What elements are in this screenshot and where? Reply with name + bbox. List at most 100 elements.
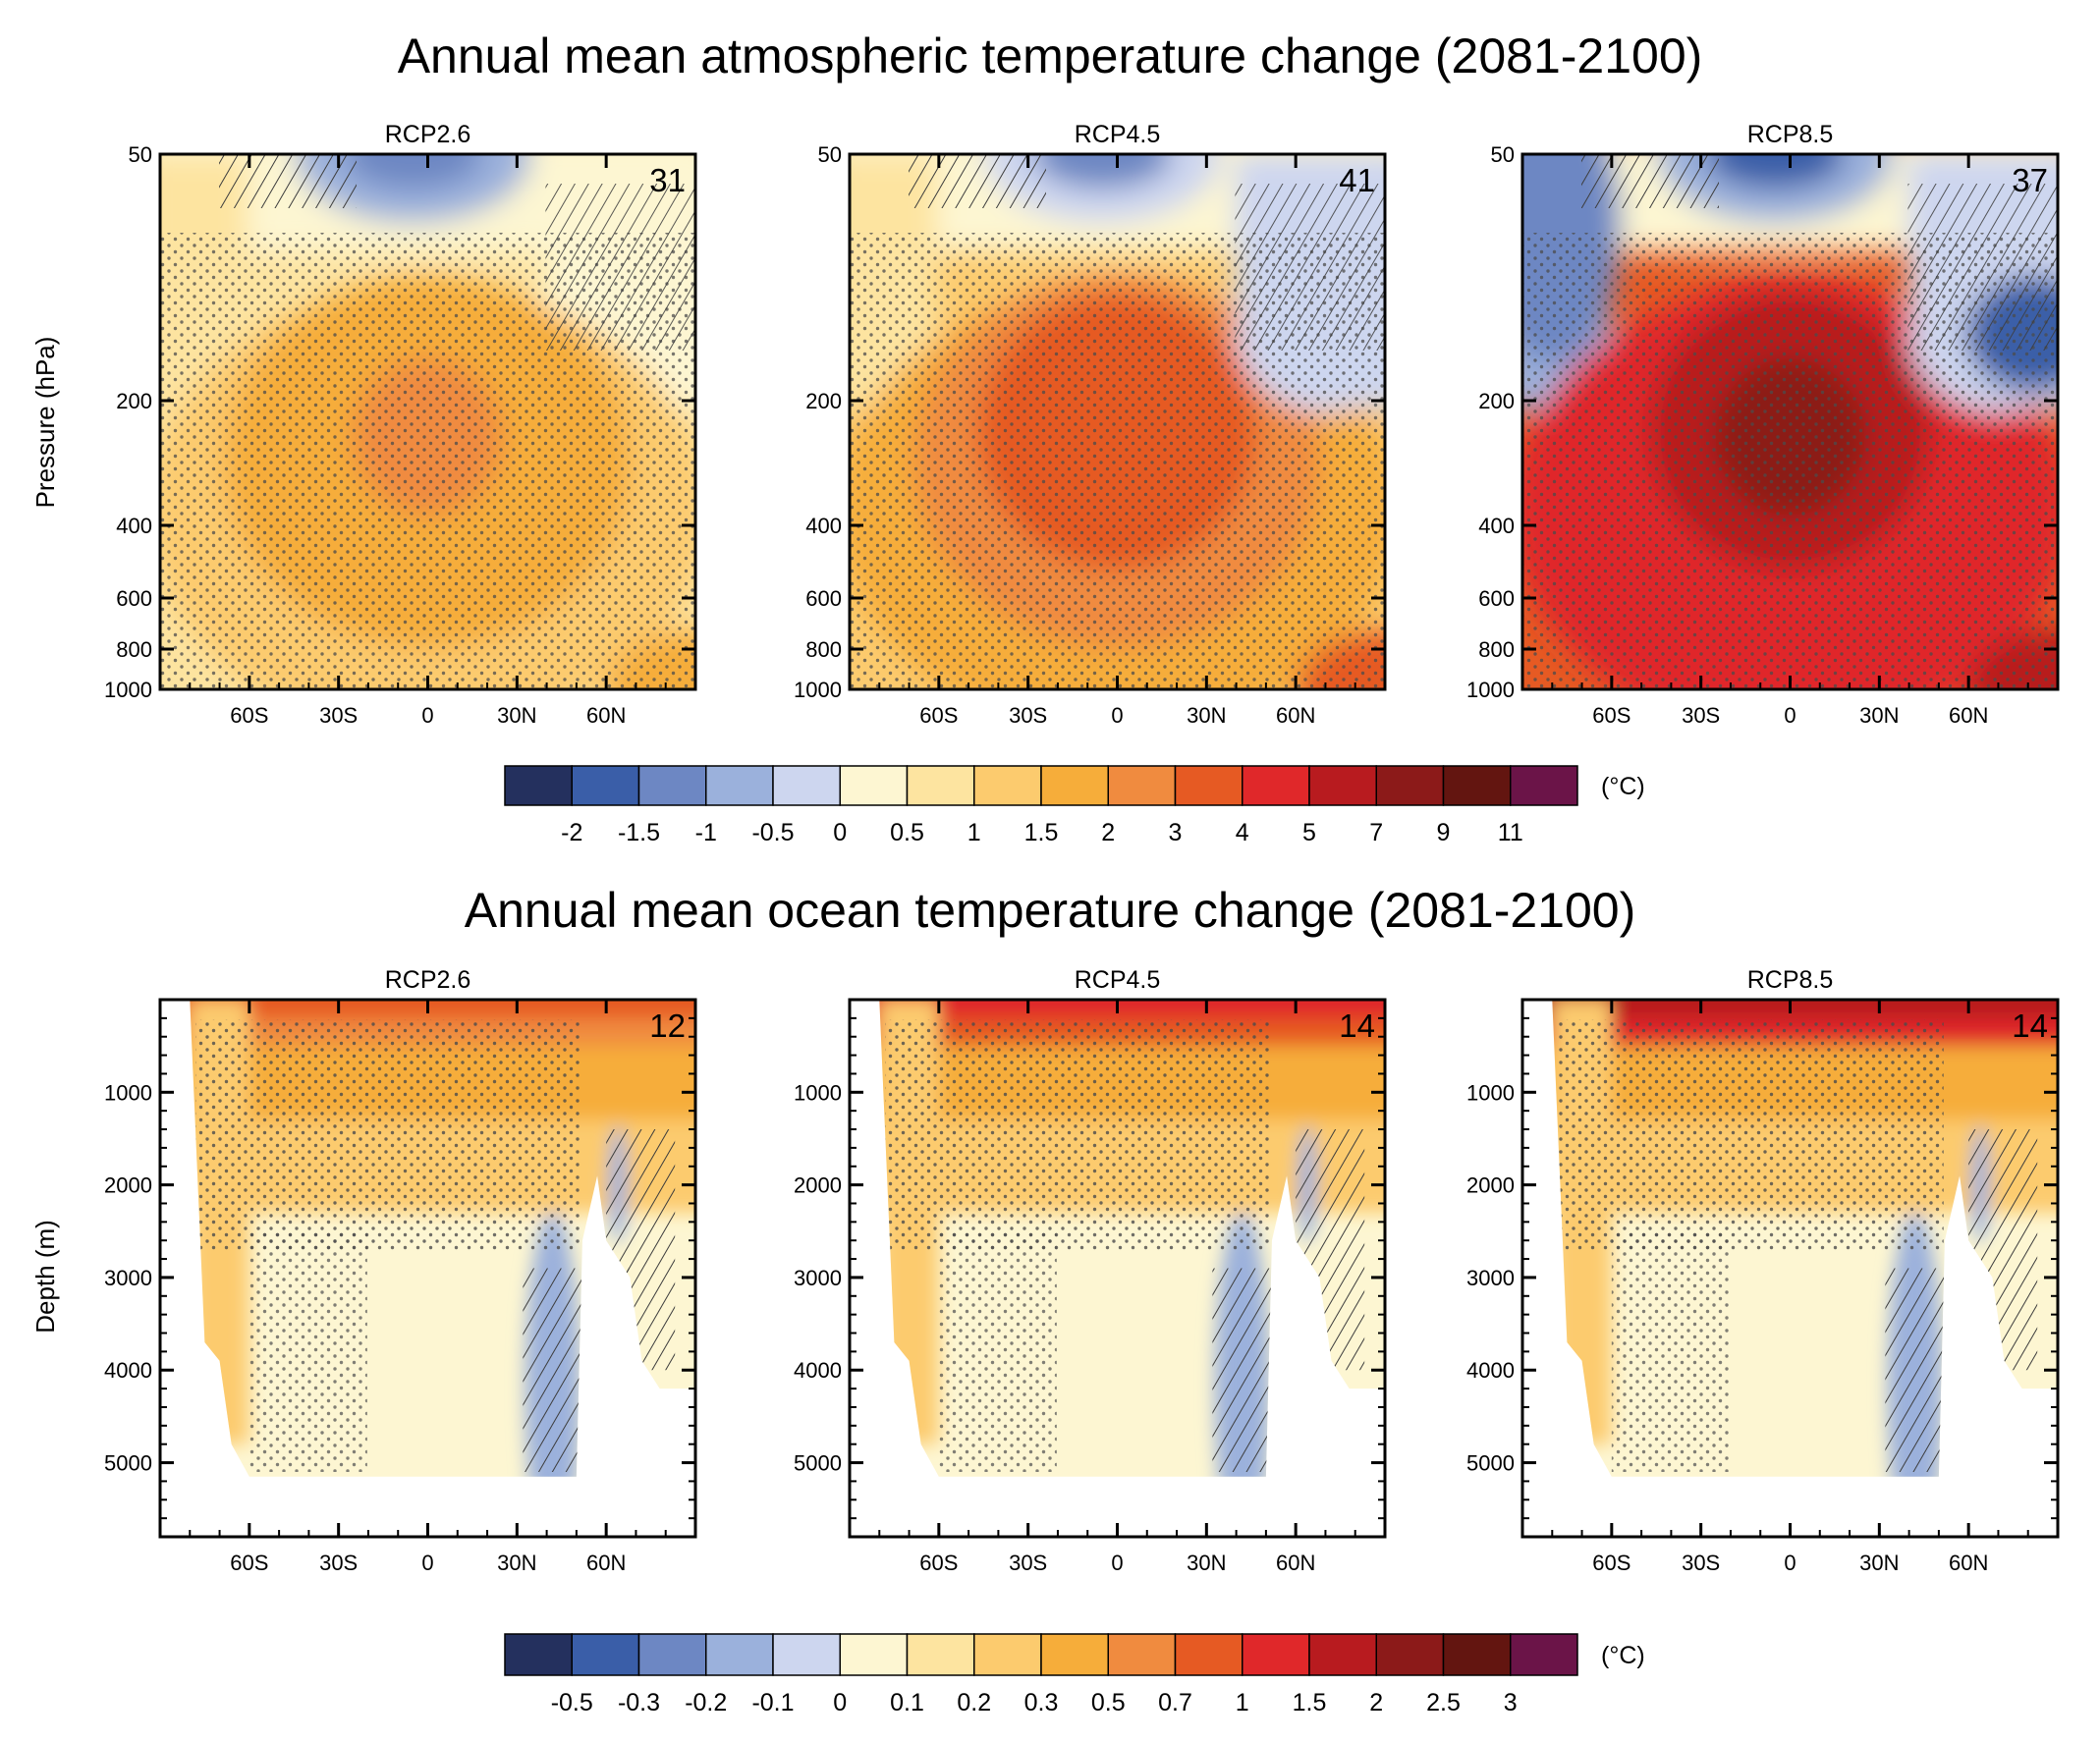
atm-ytick-label: 1000 xyxy=(1466,678,1515,702)
atm-ytick-label: 200 xyxy=(805,389,842,413)
ocean-xtick-label: 30S xyxy=(1009,1551,1047,1575)
colorbar-label: 5 xyxy=(1302,819,1316,846)
ocean-xtick-label: 30N xyxy=(1187,1551,1226,1575)
ocean-ytick-label: 3000 xyxy=(794,1266,842,1290)
ocean-panel-1: RCP2.6 12 1000 2000 3000 4000 5000 60S 30S 0 30N 60… xyxy=(104,966,697,1575)
colorbar-label: 2 xyxy=(1101,819,1115,846)
colorbar-label: 2.5 xyxy=(1426,1689,1461,1716)
colorbar-label: 1 xyxy=(967,819,981,846)
ocean-xtick-label: 60S xyxy=(919,1551,958,1575)
atm-xtick-label: 0 xyxy=(1784,703,1796,728)
ocean-xtick-label: 30S xyxy=(1682,1551,1720,1575)
atm-ytick-label: 50 xyxy=(818,142,842,167)
atm-ytick-label: 600 xyxy=(1478,586,1515,611)
atm-ytick-label: 800 xyxy=(805,637,842,662)
atm-plot-area xyxy=(850,154,1385,689)
atm-xtick-label: 60S xyxy=(230,703,268,728)
ocean-colorbar: -0.5 -0.3 -0.2 -0.1 0 0.1 0.2 0.3 0.5 0.7 1 1.5 2 2.5… xyxy=(504,1633,1645,1716)
atm-ytick-label: 400 xyxy=(805,514,842,538)
colorbar-swatch xyxy=(1174,765,1243,806)
colorbar-swatch xyxy=(1107,765,1177,806)
atmosphere-title: Annual mean atmospheric temperature chan… xyxy=(397,28,1703,83)
colorbar-swatch xyxy=(637,765,707,806)
ocean-panel-title: RCP4.5 xyxy=(1075,966,1161,994)
atm-ytick-label: 600 xyxy=(116,586,152,611)
colorbar-swatch xyxy=(504,1633,573,1676)
ocean-plot-area xyxy=(879,1000,1385,1477)
ocean-hatching xyxy=(1885,1268,1994,1472)
colorbar-swatch xyxy=(1510,765,1578,806)
colorbar-swatch xyxy=(1442,1633,1512,1676)
colorbar-unit: (°C) xyxy=(1601,1642,1645,1669)
atm-ytick-label: 800 xyxy=(1478,637,1515,662)
atm-model-count: 31 xyxy=(649,162,686,198)
colorbar-label: 0.5 xyxy=(890,819,924,846)
atm-xtick-label: 60N xyxy=(1276,703,1315,728)
ocean-model-count: 12 xyxy=(649,1008,686,1044)
colorbar-swatch xyxy=(571,1633,640,1676)
atm-xtick-label: 60S xyxy=(919,703,958,728)
colorbar-label: 11 xyxy=(1498,819,1523,846)
atm-ytick-label: 1000 xyxy=(794,678,842,702)
ocean-panel-3: RCP8.5 14 1000 2000 3000 4000 5000 60S 30S 0 30N 60… xyxy=(1466,966,2060,1575)
atm-strat-core xyxy=(1706,154,1845,189)
atm-plot-area xyxy=(160,154,695,689)
colorbar-label: -0.2 xyxy=(685,1689,727,1716)
atm-ylabel: Pressure (hPa) xyxy=(30,337,60,509)
atm-panel-title: RCP2.6 xyxy=(385,121,471,148)
atm-model-count: 41 xyxy=(1339,162,1375,198)
atm-panel-3: RCP8.5 37 50 200 400 600 800 1000 60S 30S 0 30N 60N xyxy=(1466,121,2060,728)
ocean-hatching xyxy=(523,1268,632,1472)
colorbar-swatch xyxy=(1308,765,1377,806)
ocean-xtick-label: 30N xyxy=(1859,1551,1899,1575)
colorbar-label: -1 xyxy=(695,819,717,846)
ocean-stippling xyxy=(1611,1230,1730,1472)
atm-hatching xyxy=(545,184,695,351)
ocean-xtick-label: 0 xyxy=(421,1551,433,1575)
atm-xtick-label: 60N xyxy=(1949,703,1988,728)
ocean-panel-2: RCP4.5 14 1000 2000 3000 4000 5000 60S 30S 0 30N 60… xyxy=(794,966,1387,1575)
atm-xtick-label: 30N xyxy=(1859,703,1899,728)
colorbar-label: 0.7 xyxy=(1158,1689,1192,1716)
colorbar-label: -0.5 xyxy=(551,1689,593,1716)
colorbar-swatch xyxy=(839,1633,909,1676)
colorbar-swatch xyxy=(1174,1633,1243,1676)
colorbar-swatch xyxy=(571,765,640,806)
ocean-ytick-label: 2000 xyxy=(104,1173,152,1198)
colorbar-label: 0.5 xyxy=(1091,1689,1126,1716)
ocean-plot-area xyxy=(1552,1000,2058,1477)
colorbar-label: -2 xyxy=(561,819,582,846)
ocean-stippling xyxy=(885,1019,1271,1251)
colorbar-label: -0.1 xyxy=(751,1689,794,1716)
ocean-ytick-label: 1000 xyxy=(794,1080,842,1105)
ocean-stippling xyxy=(249,1230,367,1472)
ocean-ylabel: Depth (m) xyxy=(30,1220,60,1334)
ocean-stippling xyxy=(938,1230,1057,1472)
ocean-xtick-label: 60S xyxy=(230,1551,268,1575)
colorbar-swatch xyxy=(637,1633,707,1676)
ocean-xtick-label: 0 xyxy=(1784,1551,1796,1575)
colorbar-label: 0.1 xyxy=(890,1689,924,1716)
ocean-hatching xyxy=(1296,1129,1365,1371)
atm-hatching xyxy=(219,154,357,208)
colorbar-label: -1.5 xyxy=(618,819,660,846)
colorbar-label: 3 xyxy=(1504,1689,1518,1716)
ocean-panel-title: RCP8.5 xyxy=(1747,966,1834,994)
ocean-xtick-label: 60N xyxy=(1276,1551,1315,1575)
ocean-surface-core xyxy=(190,1000,695,1018)
colorbar-label: 9 xyxy=(1437,819,1451,846)
colorbar-swatch xyxy=(1375,765,1445,806)
atm-xtick-label: 30N xyxy=(497,703,536,728)
ocean-ytick-label: 2000 xyxy=(1466,1173,1515,1198)
ocean-xtick-label: 60S xyxy=(1592,1551,1630,1575)
atm-ytick-label: 800 xyxy=(116,637,152,662)
colorbar-label: 7 xyxy=(1369,819,1383,846)
colorbar-label: 1 xyxy=(1236,1689,1249,1716)
colorbar-swatch xyxy=(1040,1633,1109,1676)
colorbar-label: 1.5 xyxy=(1293,1689,1327,1716)
ocean-ytick-label: 4000 xyxy=(794,1358,842,1383)
atm-ytick-label: 1000 xyxy=(104,678,152,702)
atm-ytick-label: 50 xyxy=(129,142,152,167)
atm-model-count: 37 xyxy=(2012,162,2048,198)
colorbar-unit: (°C) xyxy=(1601,773,1645,800)
